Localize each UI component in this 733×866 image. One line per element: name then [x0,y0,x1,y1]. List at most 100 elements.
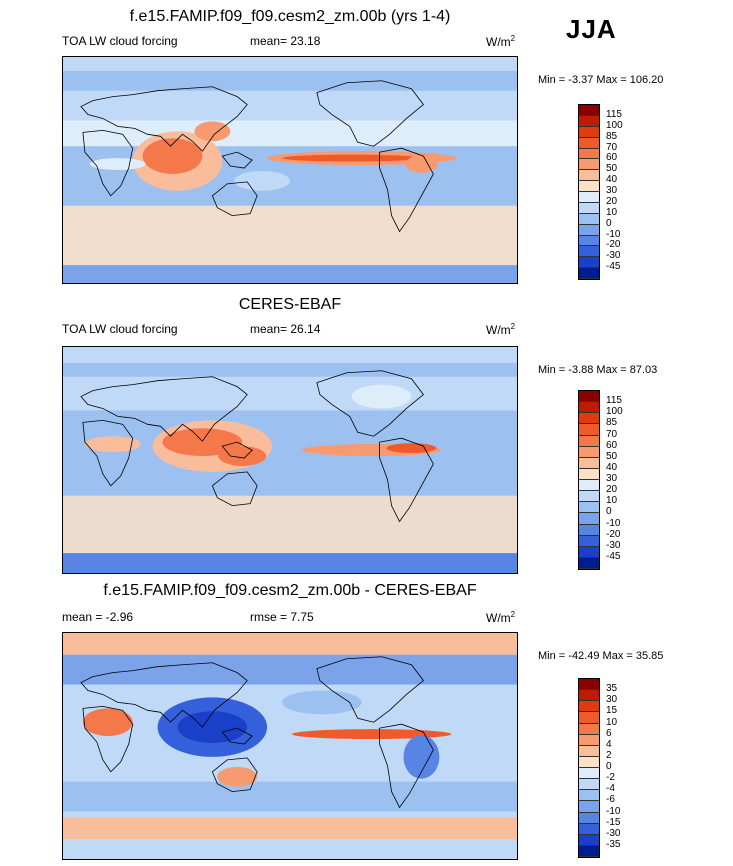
colorbar-swatch [579,546,599,558]
map-svg [63,57,517,283]
blob-warmpool-neg-core [177,711,248,744]
units-label: W/m2 [486,322,515,337]
mean-stat: mean= 23.18 [250,34,320,48]
colorbar-swatch [579,148,599,160]
blob-aus-pos [217,766,258,787]
band-antarctic [63,553,517,573]
blob-africa [89,158,146,170]
colorbar-swatch [579,768,599,780]
band-midlat-n [63,654,517,685]
colorbar-tick-label: 70 [606,428,618,440]
panel-title: f.e15.FAMIP.f09_f09.cesm2_zm.00b (yrs 1-… [129,8,451,25]
min-label: Min = [538,74,566,86]
colorbar-tick-label: 20 [606,195,618,207]
colorbar-swatch [579,181,599,192]
colorbar-swatch [579,202,599,214]
max-label: Max = [596,74,627,86]
colorbar-tick-label: -4 [606,783,615,795]
colorbar-swatch [579,170,599,182]
colorbar-tick-label: 30 [606,185,618,196]
colorbar-swatch [579,246,599,258]
colorbar-swatch [579,845,599,857]
colorbar-swatch [579,734,599,746]
blob-samerica-neg [403,735,440,779]
colorbar-tick-label: 40 [606,174,618,186]
min-value: -3.37 [568,74,594,86]
colorbar-tick-label: -20 [606,239,621,251]
units-exp: 2 [510,322,516,331]
map-diff [62,632,518,860]
coastlines [80,370,434,523]
minmax: Min = -3.88 Max = 87.03 [538,364,657,376]
colorbar-tick-label: 100 [606,406,623,418]
coastlines [80,80,434,233]
colorbar-tick-label: -2 [606,772,615,784]
colorbar-swatch [579,756,599,768]
colorbar-tick-label: -45 [606,550,621,562]
colorbar-swatch [579,115,599,127]
mean-stat: mean= 26.14 [250,322,320,336]
variable-label: TOA LW cloud forcing [62,34,178,48]
colorbar-tick-label: 30 [606,694,618,706]
units-base: W/m [486,611,511,625]
colorbar-tick-label: 85 [606,130,618,142]
max-value: 106.20 [629,74,664,86]
colorbar-tick-label: -20 [606,528,621,540]
blob-tibet [194,121,231,142]
colorbar-swatch [579,679,599,691]
colorbar-tick-label: 115 [606,395,622,407]
colorbar-swatch [579,235,599,247]
colorbar-tick-label: 20 [606,484,618,496]
blob-npac [282,690,362,715]
colorbar-tick-label: -35 [606,838,621,850]
colorbar-tick-label: -45 [606,261,621,273]
colorbar-tick-label: 6 [606,727,612,739]
colorbar-swatch [579,468,599,480]
colorbar-swatch [579,424,599,436]
band-storm-s [63,817,517,840]
min-value: -42.49 [568,650,600,662]
colorbar-tick-label: 70 [606,141,618,153]
band-subtrop-n [63,120,517,147]
colorbar-tick-label: -15 [606,816,621,828]
colorbar-swatch [579,105,599,116]
mean-value: 26.14 [290,322,321,336]
units-exp: 2 [510,610,516,619]
colorbar-tick-label: 35 [606,683,618,695]
colorbar-swatch [579,712,599,724]
colorbar-swatch [579,535,599,547]
colorbar [578,390,600,570]
colorbar-tick-label: 10 [606,495,618,507]
units-label: W/m2 [486,610,515,625]
colorbar-swatch [579,402,599,414]
colorbar-swatch [579,790,599,802]
colorbar-swatch [579,159,599,171]
colorbar-swatch [579,480,599,492]
colorbar-swatch [579,137,599,149]
colorbar-tick-label: 10 [606,206,618,218]
blob-itcz-core [282,154,422,162]
colorbar-tick-label: 15 [606,705,618,717]
mean-label: mean= [250,322,288,336]
mean-value: 23.18 [290,34,321,48]
colorbar-tick-label: 30 [606,473,618,484]
map-obs [62,346,518,574]
season-label: JJA [566,14,617,44]
min-label: Min = [538,364,566,376]
blob-maritime [218,446,267,466]
coastlines [80,656,434,809]
units-label: W/m2 [486,34,515,49]
panel-title: f.e15.FAMIP.f09_f09.cesm2_zm.00b - CERES… [103,582,477,599]
panel-title: CERES-EBAF [238,296,342,313]
colorbar-swatch [579,745,599,757]
band-antarctic [63,265,517,283]
minmax: Min = -3.37 Max = 106.20 [538,74,663,86]
colorbar-swatch [579,513,599,525]
colorbar-tick-label: 85 [606,417,618,429]
colorbar-swatch [579,413,599,425]
colorbar-tick-label: 60 [606,152,618,164]
mean-stat: mean = -2.96 [62,610,133,624]
band-arctic [63,57,517,71]
band-midlat-n [63,90,517,121]
